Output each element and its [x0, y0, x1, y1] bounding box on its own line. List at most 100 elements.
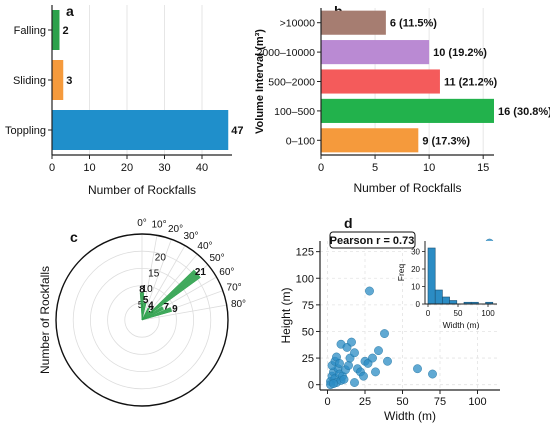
- bar-value-label: 3: [66, 75, 72, 87]
- x-tick-label: 0: [324, 396, 330, 408]
- scatter-point: [350, 348, 359, 358]
- x-tick-label: 0: [318, 162, 324, 174]
- y-tick-label: Falling: [14, 25, 46, 37]
- y-tick-label: 50: [302, 326, 314, 338]
- angle-tick-label: 80°: [231, 299, 246, 310]
- inset-y-axis-title: Freq: [396, 263, 406, 281]
- bar: [321, 128, 419, 153]
- x-tick-label: 15: [477, 162, 489, 174]
- y-tick-label: 100–500: [274, 106, 315, 118]
- polar-bar-label: 21: [195, 267, 207, 278]
- inset-x-tick-label: 100: [481, 309, 495, 318]
- polar-bar-label: 4: [148, 301, 154, 312]
- y-tick-label: 100: [296, 273, 314, 285]
- x-axis-title: Number of Rockfalls: [353, 181, 461, 195]
- scatter-point: [428, 369, 437, 379]
- angular-grid-line: [141, 239, 172, 321]
- radial-tick-label: 20: [155, 252, 167, 263]
- panel-a-bar-chart: 0 10 20 30 40 2 Falling 3 Sliding 47 Toppling Numbe…: [5, 5, 244, 197]
- inset-x-tick-label: 50: [454, 309, 463, 318]
- bar: [321, 69, 440, 94]
- y-axis-title: Number of Rockfalls: [38, 266, 52, 374]
- scatter-point: [339, 374, 349, 384]
- polar-bar: [139, 292, 145, 321]
- polar-bar-label: 5: [143, 295, 149, 306]
- inset-y-tick-label: 10: [411, 283, 420, 292]
- bar: [52, 10, 60, 50]
- radial-tick-label: 10: [142, 284, 154, 295]
- bar-value-label: 9 (17.3%): [422, 135, 470, 147]
- histogram-bar: [434, 289, 443, 305]
- histogram-bar: [449, 300, 458, 305]
- radial-tick-label: 15: [148, 268, 160, 279]
- annotation-box: [329, 231, 416, 249]
- x-tick-label: 30: [158, 162, 170, 174]
- inset-x-axis-title: Width (m): [443, 320, 480, 330]
- x-tick-label: 20: [121, 162, 133, 174]
- scatter-point: [344, 361, 353, 370]
- y-tick-label: 75: [302, 300, 314, 312]
- bar-value-label: 16 (30.8%): [498, 106, 550, 118]
- histogram-bar: [442, 296, 450, 305]
- y-tick-label: 500–2000: [268, 77, 315, 89]
- histogram-bar: [427, 247, 436, 305]
- y-tick-label: >10000: [280, 18, 315, 30]
- bar-value-label: 6 (11.5%): [390, 18, 437, 30]
- x-tick-label: 10: [83, 162, 95, 174]
- bar-value-label: 2: [63, 25, 69, 37]
- angle-tick-label: 50°: [210, 253, 225, 264]
- polar-bar: [141, 307, 151, 321]
- polar-bar: [141, 306, 164, 321]
- angle-tick-label: 0°: [137, 218, 147, 229]
- bar: [52, 60, 64, 100]
- scatter-point: [365, 286, 374, 296]
- scatter-point: [368, 353, 377, 363]
- x-tick-label: 100: [468, 396, 486, 408]
- scatter-point: [347, 337, 356, 347]
- bar: [321, 40, 430, 65]
- scatter-point: [374, 346, 383, 356]
- angle-tick-label: 60°: [219, 267, 234, 278]
- scatter-point: [329, 379, 338, 389]
- x-tick-label: 40: [196, 162, 208, 174]
- scatter-point: [371, 367, 380, 377]
- polar-bar: [141, 311, 150, 321]
- polar-bar: [141, 302, 147, 321]
- x-tick-label: 50: [396, 396, 408, 408]
- panel-label-c: c: [70, 229, 78, 245]
- polar-bar-label: 9: [172, 304, 178, 315]
- y-tick-label: Sliding: [13, 75, 46, 87]
- angle-tick-label: 40°: [197, 241, 212, 252]
- angle-tick-label: 70°: [227, 282, 242, 293]
- polar-outline: [55, 233, 229, 407]
- y-axis-title: Height (m): [279, 287, 293, 343]
- inset-y-tick-label: 20: [411, 265, 420, 274]
- angle-tick-label: 30°: [183, 231, 198, 242]
- y-tick-label: 0–100: [286, 135, 315, 147]
- polar-bar: [141, 307, 173, 321]
- panel-label-d: d: [344, 215, 353, 231]
- x-tick-label: 75: [434, 396, 446, 408]
- x-tick-label: 0: [49, 162, 55, 174]
- inset-y-tick-label: 30: [411, 248, 420, 257]
- bar: [321, 10, 386, 35]
- x-tick-label: 5: [372, 162, 378, 174]
- inset-x-tick-label: 0: [426, 309, 431, 318]
- x-tick-label: 25: [359, 396, 371, 408]
- bar: [52, 110, 229, 150]
- angle-tick-label: 20°: [168, 224, 183, 235]
- angle-tick-label: 10°: [151, 219, 166, 230]
- bar: [321, 98, 494, 123]
- y-tick-label: 2000–10000: [257, 47, 316, 59]
- scatter-point: [359, 371, 368, 381]
- angular-grid-line: [141, 253, 198, 321]
- y-tick-label: 125: [296, 247, 314, 259]
- x-axis-title: Width (m): [384, 409, 436, 423]
- bar-value-label: 11 (21.2%): [444, 77, 498, 89]
- bar-value-label: 10 (19.2%): [433, 47, 487, 59]
- scatter-point: [350, 378, 359, 387]
- bar-value-label: 47: [231, 125, 243, 137]
- y-tick-label: Toppling: [5, 125, 46, 137]
